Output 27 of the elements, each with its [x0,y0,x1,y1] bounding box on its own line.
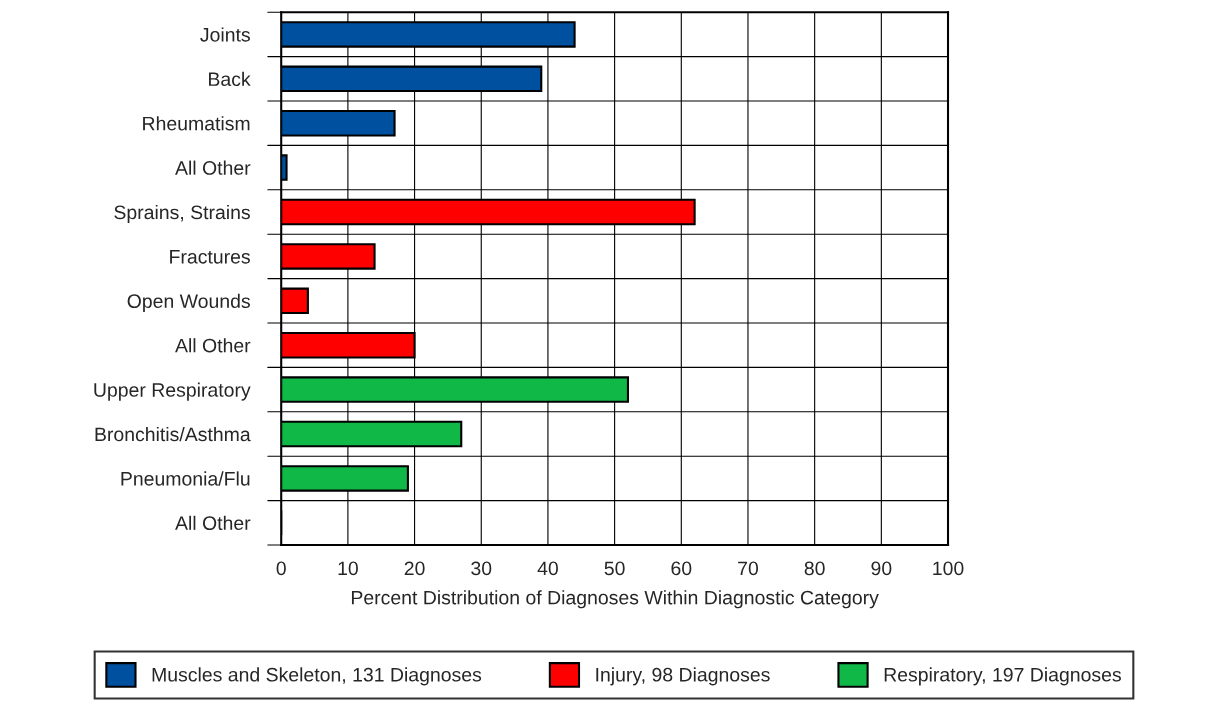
y-tick-label: Pneumonia/Flu [121,471,250,486]
y-tick-label: All Other [175,338,251,353]
x-tick-label: 80 [804,561,825,576]
y-tick-label: Joints [200,27,250,42]
y-tick-label: Fractures [170,250,250,264]
x-tick-label: 10 [338,561,358,576]
legend-label: Muscles and Skeleton, 131 Diagnoses [152,667,482,686]
y-tick-label: Rheumatism [143,116,250,131]
x-tick-label: 50 [604,561,625,576]
x-tick-label: 0 [276,561,286,576]
x-tick-label: 30 [471,561,492,576]
y-tick-label: All Other [175,515,251,531]
y-tick-label: Upper Respiratory [94,382,251,401]
y-tick-label: Open Wounds [127,293,250,312]
x-tick-label: 100 [933,561,964,576]
y-tick-label: All Other [175,160,251,175]
y-tick-label: Bronchitis/Asthma [95,426,251,442]
y-tick-label: Sprains, Strains [114,204,250,224]
legend-label: Injury, 98 Diagnoses [596,667,770,686]
x-tick-label: 70 [738,561,759,576]
x-axis-title: Percent Distribution of Diagnoses Within Diagnostic Category [351,590,879,609]
x-tick-label: 90 [871,561,892,576]
legend-label: Respiratory, 197 Diagnoses [884,667,1121,686]
x-tick-label: 20 [404,561,425,576]
y-tick-label: Back [209,71,251,87]
x-tick-label: 60 [671,561,692,576]
x-tick-label: 40 [537,561,558,576]
